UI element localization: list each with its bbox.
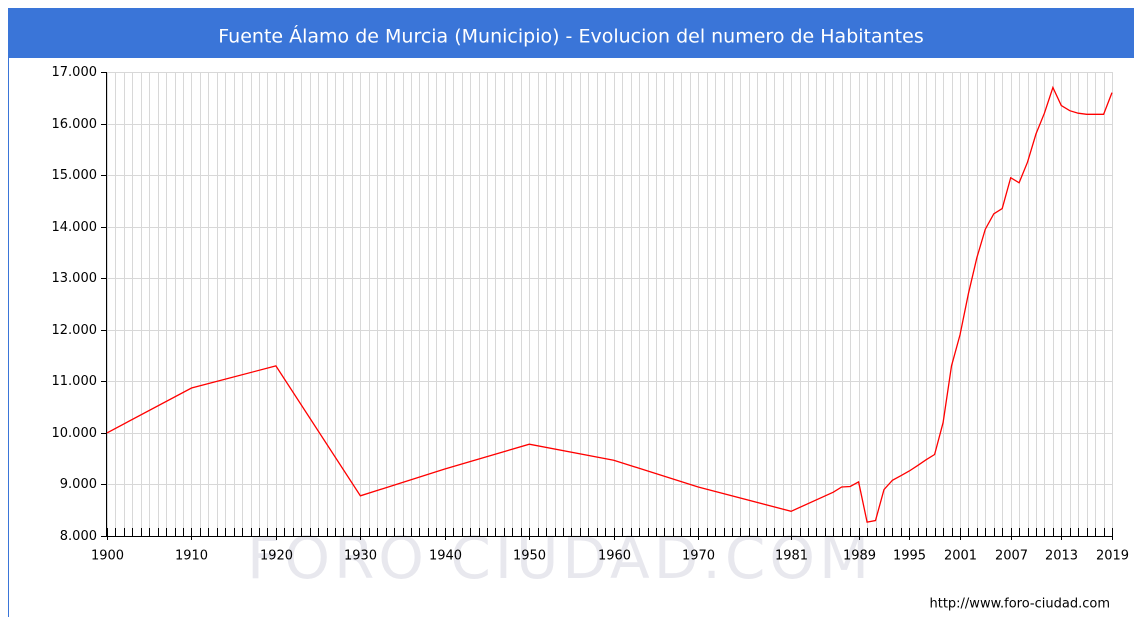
x-tick-label: 1920 (260, 549, 293, 564)
title-bar (8, 8, 1134, 58)
watermark: FORO CIUDAD.COM (247, 524, 873, 592)
x-tick-label: 2007 (995, 549, 1028, 564)
x-tick-label: 1930 (344, 549, 377, 564)
y-tick-label: 9.000 (60, 477, 97, 492)
chart-title: Fuente Álamo de Murcia (Municipio) - Evo… (218, 25, 923, 48)
x-tick-label: 2001 (944, 549, 977, 564)
y-tick-label: 12.000 (52, 323, 98, 338)
x-tick-label: 1910 (175, 549, 208, 564)
grid: 8.000 9.000 10.000 11.000 12.000 13.000 14.000… (52, 65, 1130, 564)
y-tick-label: 16.000 (52, 117, 98, 132)
x-tick-label: 1900 (91, 549, 124, 564)
x-tick-label: 1981 (775, 549, 808, 564)
marks (106, 85, 1113, 523)
line (106, 85, 1113, 523)
y-tick-label: 13.000 (52, 271, 98, 286)
x-tick-label: 1940 (429, 549, 462, 564)
x-tick-label: 1970 (682, 549, 715, 564)
x-tick-label: 1989 (843, 549, 876, 564)
x-tick-label: 2019 (1096, 549, 1129, 564)
y-tick-label: 10.000 (52, 426, 98, 441)
x-tick-label: 1960 (598, 549, 631, 564)
source: http://www.foro-ciudad.com (929, 597, 1110, 612)
y-tick-label: 15.000 (52, 168, 98, 183)
x-tick-label: 2013 (1045, 549, 1078, 564)
x-tick-label: 1995 (893, 549, 926, 564)
y-tick-label: 8.000 (60, 529, 97, 544)
x-tick-label: 1950 (513, 549, 546, 564)
y-tick-label: 11.000 (52, 374, 98, 389)
y-tick-label: 14.000 (52, 220, 98, 235)
y-tick-label: 17.000 (52, 65, 98, 80)
